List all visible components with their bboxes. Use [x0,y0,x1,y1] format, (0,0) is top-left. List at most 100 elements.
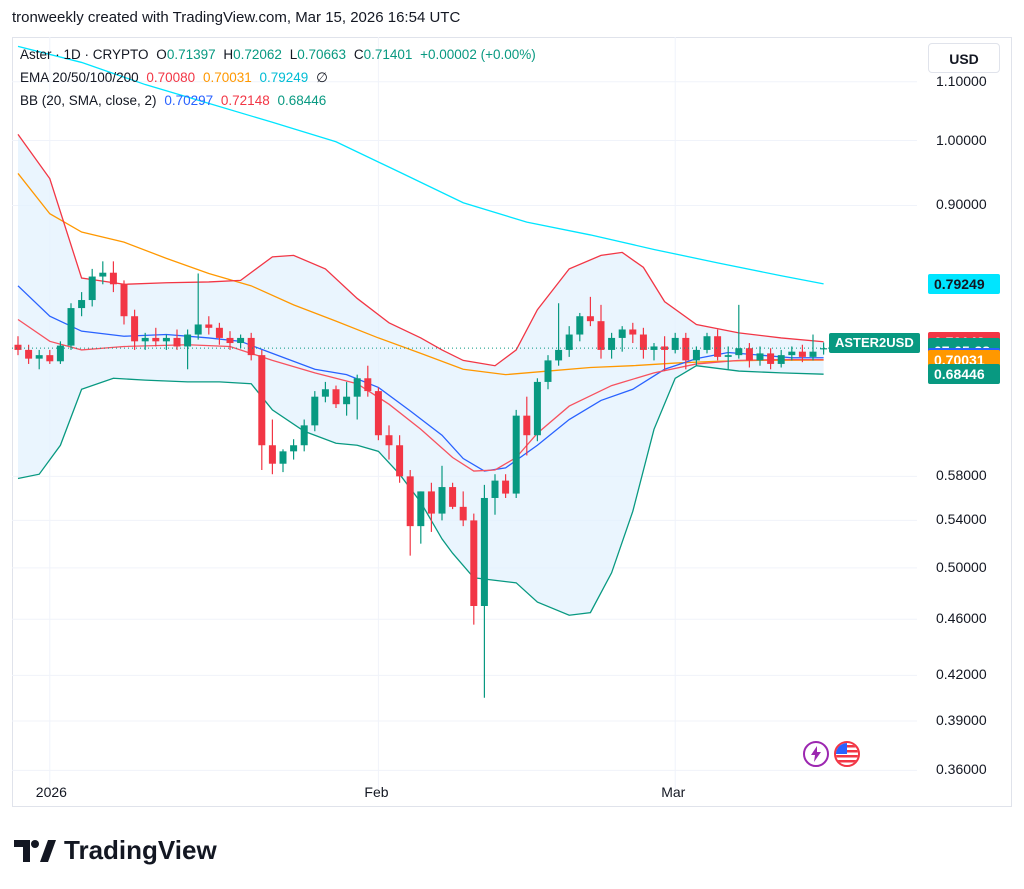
candle[interactable] [788,346,796,361]
currency-button[interactable]: USD [928,43,1000,73]
candle-body [258,355,266,446]
bb-basis-line [17,285,824,472]
candle-body [184,334,192,347]
candle[interactable] [247,332,255,361]
candle[interactable] [332,385,340,408]
candle-body [290,445,298,452]
candle[interactable] [353,374,361,420]
ema50-line [17,173,824,376]
candle[interactable] [194,273,202,340]
candle[interactable] [608,332,616,359]
candle[interactable] [745,343,753,368]
candle[interactable] [502,474,510,498]
bollinger-band-fill [18,134,824,616]
legend-symbol[interactable]: Aster · 1D · CRYPTO [20,47,149,62]
candle[interactable] [671,332,679,354]
candle[interactable] [576,312,584,342]
candle[interactable] [565,326,573,357]
candle[interactable] [131,309,139,350]
candle-body [300,425,308,446]
candle[interactable] [735,304,743,359]
candle[interactable] [67,303,75,350]
candle[interactable] [56,341,64,364]
candle[interactable] [756,346,764,366]
candle[interactable] [618,326,626,352]
legend-l-label: L [289,47,298,62]
legend-bb[interactable]: BB (20, SMA, close, 2) 0.70297 0.72148 0… [20,93,330,108]
legend-bb-lower: 0.68446 [277,93,327,108]
candle[interactable] [629,322,637,344]
candle[interactable] [724,346,732,370]
candle[interactable] [109,261,117,293]
candle[interactable] [385,425,393,460]
candle[interactable] [777,349,785,368]
candle[interactable] [512,409,520,498]
legend-ema[interactable]: EMA 20/50/100/200 0.70080 0.70031 0.7924… [20,70,332,86]
candle[interactable] [533,378,541,442]
candle[interactable] [279,449,287,473]
y-tick-label: 1.10000 [936,72,987,89]
candle[interactable] [311,391,319,432]
candle[interactable] [268,419,276,475]
candle-body [777,355,785,364]
candle[interactable] [290,439,298,460]
candle[interactable] [374,387,382,441]
y-tick-label: 0.42000 [936,666,987,683]
candle[interactable] [809,334,817,361]
candle[interactable] [152,327,160,347]
candle[interactable] [597,304,605,359]
candle[interactable] [300,419,308,452]
candle[interactable] [417,491,425,544]
us-flag-icon[interactable] [834,741,860,767]
price-chart[interactable] [12,37,1012,807]
candle[interactable] [35,349,43,370]
candle[interactable] [396,435,404,483]
candle[interactable] [258,349,266,470]
candle[interactable] [767,348,775,370]
candle[interactable] [364,365,372,397]
candle[interactable] [820,342,828,355]
tradingview-logo[interactable]: TradingView [14,835,217,866]
candle[interactable] [703,332,711,354]
candle[interactable] [523,396,531,456]
candle[interactable] [427,482,435,532]
candle[interactable] [226,331,234,350]
candle[interactable] [491,474,499,515]
candle[interactable] [650,343,658,361]
candle[interactable] [99,261,107,285]
candle[interactable] [321,381,329,403]
candle[interactable] [682,332,690,370]
candle-body [353,378,361,397]
candle[interactable] [88,268,96,307]
candle[interactable] [343,381,351,416]
candle[interactable] [555,303,563,366]
candle[interactable] [173,329,181,350]
candle[interactable] [449,482,457,510]
candle[interactable] [14,336,22,356]
legend-ema50: 0.70031 [202,70,252,85]
candle[interactable] [459,491,467,527]
y-tick-label: 0.36000 [936,761,987,778]
candle[interactable] [215,322,223,345]
candle[interactable] [586,296,594,327]
lightning-icon[interactable] [803,741,829,767]
candle[interactable] [470,513,478,625]
candle[interactable] [237,334,245,349]
candle[interactable] [78,292,86,317]
brand-name: TradingView [64,835,217,865]
candle[interactable] [46,349,54,364]
candle[interactable] [798,344,806,363]
candle[interactable] [120,280,128,325]
candle[interactable] [162,334,170,350]
candle[interactable] [480,484,488,698]
candle[interactable] [205,316,213,335]
candle[interactable] [714,329,722,361]
candle-body [459,506,467,521]
candle[interactable] [639,327,647,359]
candle[interactable] [141,332,149,350]
candle[interactable] [406,469,414,556]
candle[interactable] [692,346,700,366]
candle[interactable] [544,355,552,390]
candle[interactable] [184,329,192,370]
candle[interactable] [438,465,446,521]
